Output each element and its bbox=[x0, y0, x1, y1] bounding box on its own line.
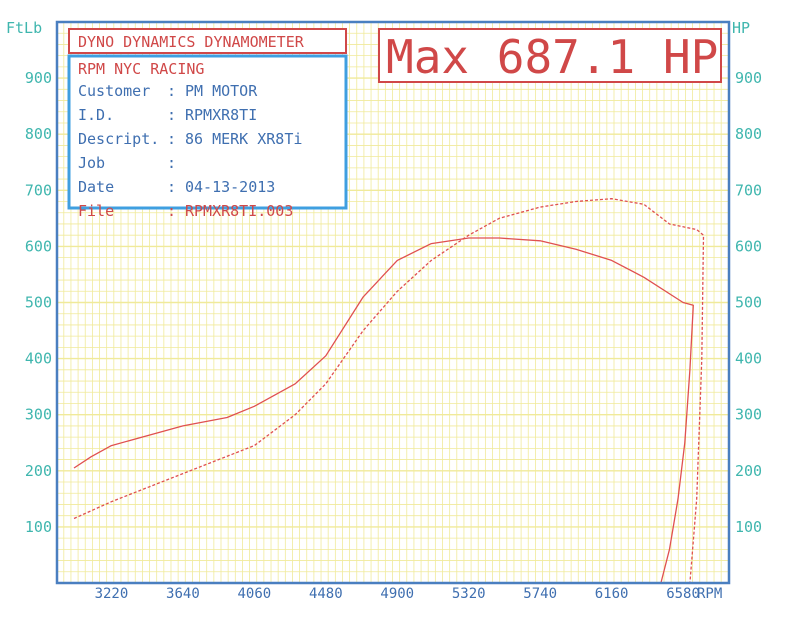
max-hp-label: Max 687.1 HP bbox=[386, 30, 718, 84]
info-sep: : bbox=[167, 106, 176, 124]
y-right-tick-label: 700 bbox=[735, 181, 762, 199]
x-unit: RPM bbox=[697, 586, 722, 602]
info-sep: : bbox=[167, 130, 176, 148]
x-tick-label: 5740 bbox=[523, 586, 557, 602]
info-label: Date bbox=[78, 178, 114, 196]
x-tick-label: 6580 bbox=[666, 586, 700, 602]
y-right-tick-label: 900 bbox=[735, 69, 762, 87]
info-label: I.D. bbox=[78, 106, 114, 124]
info-label: Customer bbox=[78, 82, 150, 100]
y-left-tick-label: 100 bbox=[25, 518, 52, 536]
info-sep: : bbox=[167, 178, 176, 196]
info-value: 04-13-2013 bbox=[185, 178, 275, 196]
info-panel bbox=[67, 54, 348, 210]
info-value: 86 MERK XR8Ti bbox=[185, 130, 302, 148]
info-label: Job bbox=[78, 154, 105, 172]
y-right-tick-label: 800 bbox=[735, 125, 762, 143]
y-left-tick-label: 300 bbox=[25, 406, 52, 424]
x-tick-label: 5320 bbox=[452, 586, 486, 602]
title-box bbox=[68, 28, 347, 54]
chart-title: DYNO DYNAMICS DYNAMOMETER bbox=[78, 33, 305, 51]
y-left-tick-label: 900 bbox=[25, 69, 52, 87]
y-right-tick-label: 100 bbox=[735, 518, 762, 536]
info-rows: Customer: PM MOTOR I.D.: RPMXR8TI Descript.:… bbox=[78, 82, 302, 220]
info-sep: : bbox=[167, 82, 176, 100]
chart-ticks: 100 100 200 200 300 300 400 400 500 500 600 600 700 7… bbox=[25, 69, 762, 602]
info-value: RPMXR8TI bbox=[185, 106, 257, 124]
x-tick-label: 3220 bbox=[95, 586, 129, 602]
torque-curve bbox=[73, 237, 694, 584]
x-tick-label: 4480 bbox=[309, 586, 343, 602]
y-right-unit: HP bbox=[732, 19, 750, 37]
chart-curves bbox=[73, 198, 705, 584]
info-label: Descript. bbox=[78, 130, 159, 148]
y-right-tick-label: 400 bbox=[735, 350, 762, 368]
max-hp-box bbox=[378, 28, 722, 83]
y-right-tick-label: 200 bbox=[735, 462, 762, 480]
y-left-unit: FtLb bbox=[6, 19, 42, 37]
info-value: PM MOTOR bbox=[185, 82, 258, 100]
y-left-tick-label: 600 bbox=[25, 237, 52, 255]
info-sep: : bbox=[167, 202, 176, 220]
y-left-tick-label: 700 bbox=[25, 181, 52, 199]
power-curve bbox=[73, 198, 705, 584]
plot-frame bbox=[55, 20, 731, 585]
y-left-tick-label: 500 bbox=[25, 294, 52, 312]
info-sep: : bbox=[167, 154, 176, 172]
info-label: File bbox=[78, 202, 114, 220]
shop-name: RPM NYC RACING bbox=[78, 60, 204, 78]
x-tick-label: 6160 bbox=[595, 586, 629, 602]
y-left-tick-label: 800 bbox=[25, 125, 52, 143]
y-right-tick-label: 300 bbox=[735, 406, 762, 424]
x-tick-label: 3640 bbox=[166, 586, 200, 602]
x-tick-label: 4900 bbox=[380, 586, 414, 602]
y-right-tick-label: 600 bbox=[735, 237, 762, 255]
info-value: RPMXR8TI.003 bbox=[185, 202, 293, 220]
y-left-tick-label: 200 bbox=[25, 462, 52, 480]
x-tick-label: 4060 bbox=[237, 586, 271, 602]
y-left-tick-label: 400 bbox=[25, 350, 52, 368]
y-right-tick-label: 500 bbox=[735, 294, 762, 312]
